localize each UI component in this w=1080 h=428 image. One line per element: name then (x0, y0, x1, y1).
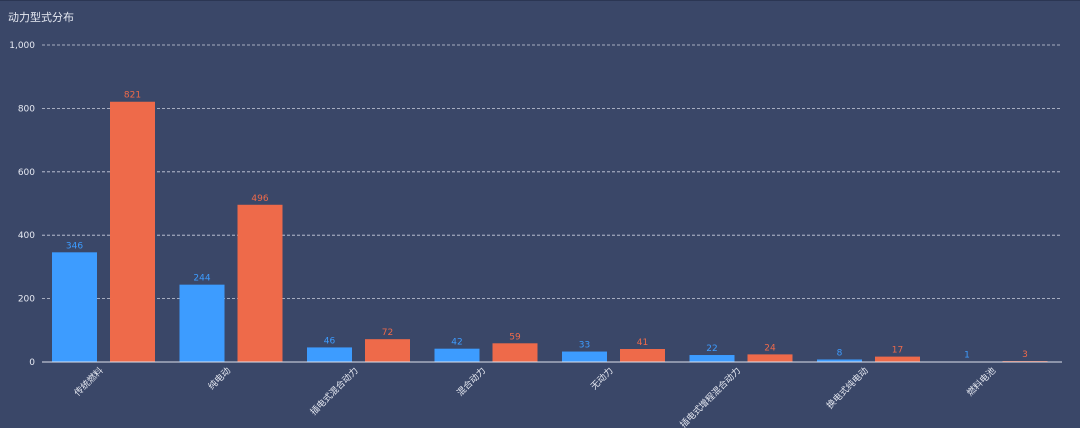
bar (562, 351, 607, 362)
x-tick-label: 无动力 (588, 365, 616, 393)
bar (434, 348, 480, 362)
data-label: 41 (637, 338, 648, 348)
x-tick-label: 换电式纯电动 (824, 365, 871, 412)
data-label: 244 (193, 274, 210, 284)
data-labels: 346 821 244 496 46 72 42 59 33 41 22 24 8 17 1 3 (66, 91, 1028, 361)
y-tick-label: 200 (18, 295, 35, 305)
y-tick-label: 1,000 (9, 41, 35, 51)
data-label: 821 (124, 91, 141, 101)
bar (237, 204, 283, 362)
x-tick-label: 纯电动 (206, 365, 234, 393)
bar (689, 355, 735, 362)
bar (110, 101, 155, 363)
y-tick-label: 400 (18, 231, 35, 241)
bar (747, 354, 793, 362)
bar (817, 359, 862, 362)
data-label: 3 (1022, 350, 1028, 360)
data-label: 46 (324, 336, 336, 346)
x-tick-label: 插电式增程混合动力 (677, 365, 743, 428)
x-tick-label: 燃料电池 (964, 365, 998, 399)
bar (52, 252, 97, 362)
y-tick-label: 600 (18, 168, 35, 178)
data-label: 1 (964, 351, 970, 361)
x-tick-label: 混合动力 (454, 365, 488, 399)
data-label: 346 (66, 241, 83, 251)
y-tick-label: 0 (29, 358, 35, 368)
y-axis: 0 200 400 600 800 1,000 (9, 41, 35, 368)
data-label: 17 (892, 346, 903, 356)
bars (52, 101, 1048, 363)
bar (875, 356, 920, 362)
chart-title: 动力型式分布 (8, 11, 74, 24)
x-axis: 传统燃料 纯电动 插电式混合动力 混合动力 无动力 插电式增程混合动力 换电式纯电动 燃料电池 (42, 361, 1062, 428)
bar (307, 347, 352, 362)
data-label: 72 (382, 328, 393, 338)
y-tick-label: 800 (18, 104, 35, 114)
data-label: 8 (837, 348, 843, 358)
x-tick-label: 插电式混合动力 (308, 365, 361, 418)
x-tick-label: 传统燃料 (72, 365, 106, 399)
bar (620, 349, 665, 362)
bar (492, 343, 538, 362)
data-label: 42 (451, 338, 462, 348)
data-label: 22 (706, 344, 717, 354)
bar (365, 339, 410, 362)
data-label: 24 (764, 343, 776, 353)
bar (179, 284, 225, 362)
data-label: 33 (579, 341, 590, 351)
data-label: 496 (251, 194, 268, 204)
data-label: 59 (509, 332, 521, 342)
grid-lines (42, 44, 1062, 300)
